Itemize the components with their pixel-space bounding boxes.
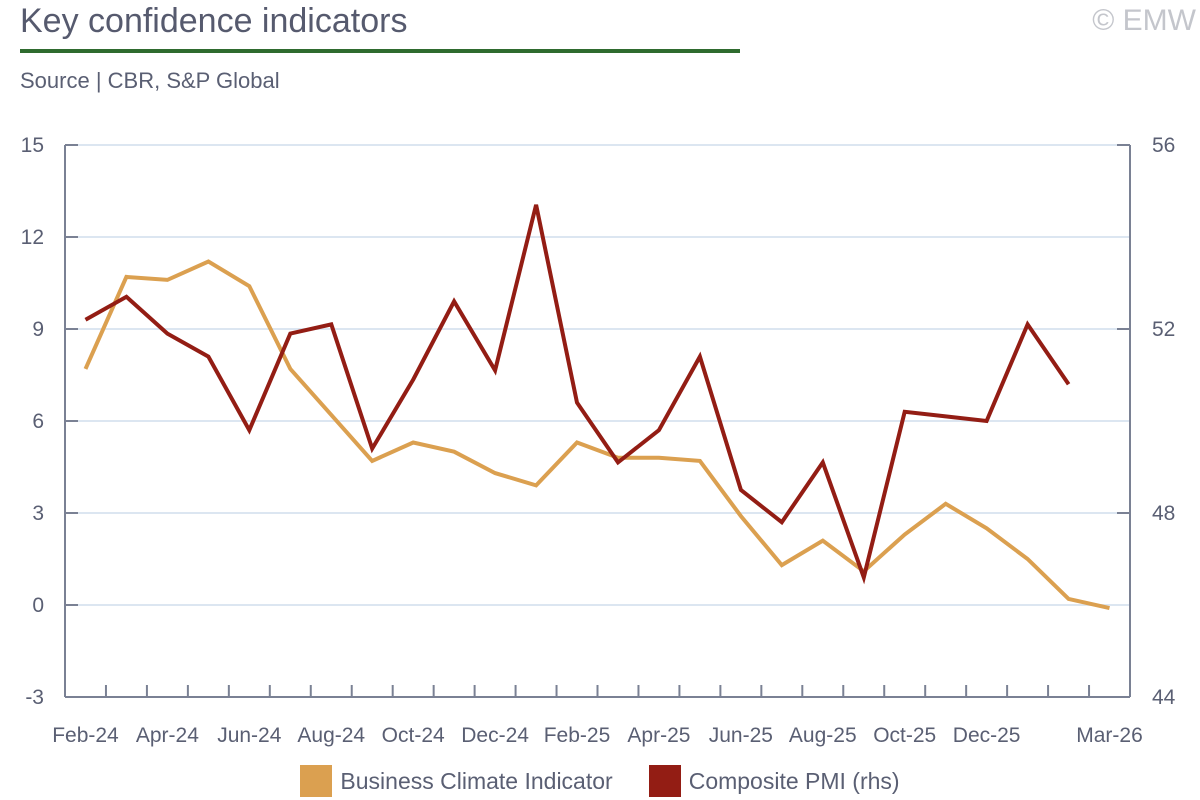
- x-tick-label: Aug-24: [297, 724, 365, 747]
- legend-label: Business Climate Indicator: [340, 767, 613, 794]
- x-tick-label: Jun-25: [709, 724, 773, 747]
- series-line-business-climate: [83, 259, 1110, 611]
- y-left-tick-label: 0: [32, 594, 44, 617]
- y-left-tick-label: 12: [21, 226, 44, 249]
- y-left-tick-label: 15: [21, 134, 44, 157]
- y-right-tick-label: 52: [1152, 318, 1175, 341]
- x-tick-label: Oct-24: [382, 724, 445, 747]
- y-left-tick-label: 6: [32, 410, 44, 433]
- x-tick-label: Oct-25: [873, 724, 936, 747]
- title-underline: [20, 49, 740, 53]
- y-right-tick-label: 44: [1152, 686, 1176, 709]
- x-tick-label: Dec-25: [953, 724, 1021, 747]
- y-left-tick-label: 9: [32, 318, 44, 341]
- chart-title: Key confidence indicators: [20, 2, 408, 40]
- x-tick-label: Aug-25: [789, 724, 857, 747]
- legend-label: Composite PMI (rhs): [688, 767, 900, 794]
- legend-item-bci: Business Climate Indicator: [300, 765, 613, 797]
- x-tick-label: Mar-26: [1076, 724, 1143, 747]
- x-tick-label: Apr-24: [136, 724, 199, 747]
- source-note: Source | CBR, S&P Global: [20, 68, 280, 93]
- legend: Business Climate Indicator Composite PMI…: [0, 765, 1200, 797]
- y-right-tick-label: 56: [1152, 134, 1175, 157]
- legend-swatch: [648, 765, 681, 797]
- x-tick-label: Apr-25: [627, 724, 690, 747]
- x-tick-label: Jun-24: [217, 724, 282, 747]
- x-tick-label: Feb-25: [544, 724, 611, 747]
- x-tick-label: Feb-24: [52, 724, 119, 747]
- legend-item-pmi: Composite PMI (rhs): [648, 765, 900, 797]
- y-left-tick-label: 3: [32, 502, 44, 525]
- x-tick-label: Dec-24: [461, 724, 529, 747]
- legend-swatch: [300, 765, 333, 797]
- y-left-tick-label: -3: [25, 686, 44, 709]
- watermark: © EMW: [1092, 4, 1196, 37]
- y-right-tick-label: 48: [1152, 502, 1175, 525]
- series-line-composite-pmi: [84, 204, 1071, 585]
